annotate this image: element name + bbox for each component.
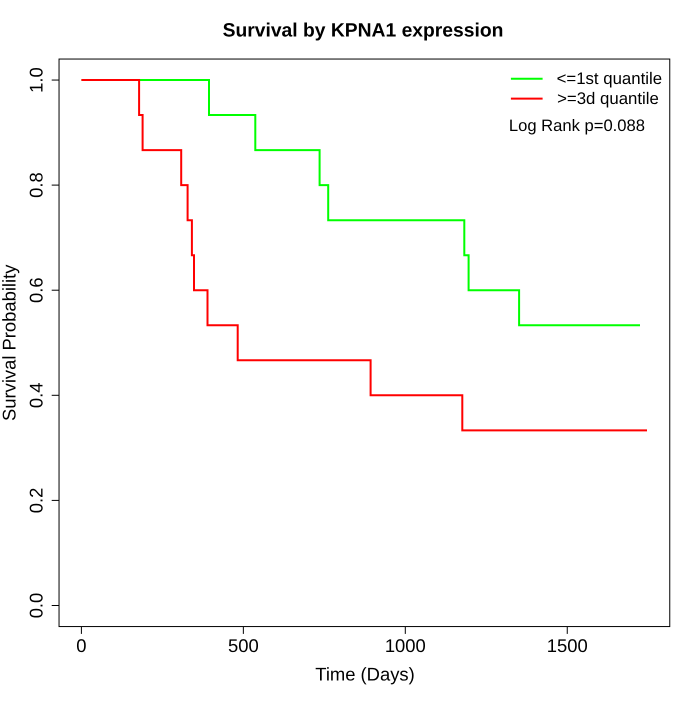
- svg-text:0.0: 0.0: [26, 593, 47, 619]
- svg-text:0: 0: [76, 635, 86, 656]
- svg-text:0.2: 0.2: [26, 488, 47, 514]
- svg-text:0.4: 0.4: [26, 383, 47, 409]
- svg-text:500: 500: [228, 635, 259, 656]
- svg-text:Survival Probability: Survival Probability: [0, 264, 20, 421]
- svg-text:1.0: 1.0: [26, 67, 47, 93]
- svg-text:1000: 1000: [385, 635, 426, 656]
- svg-text:Log Rank p=0.088: Log Rank p=0.088: [509, 116, 645, 135]
- svg-text:0.8: 0.8: [26, 172, 47, 198]
- svg-text:0.6: 0.6: [26, 277, 47, 303]
- svg-text:>=3d quantile: >=3d quantile: [557, 89, 659, 108]
- svg-text:1500: 1500: [547, 635, 588, 656]
- svg-text:<=1st quantile: <=1st quantile: [557, 69, 662, 88]
- svg-text:Time (Days): Time (Days): [315, 664, 414, 685]
- svg-text:Survival by KPNA1 expression: Survival by KPNA1 expression: [223, 21, 504, 42]
